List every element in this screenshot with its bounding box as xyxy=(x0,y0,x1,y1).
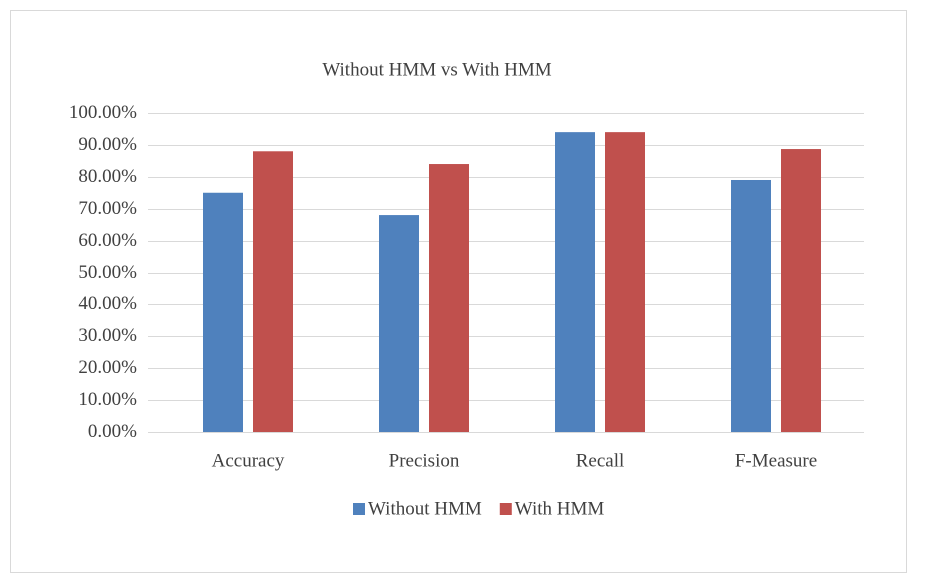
y-tick-label: 60.00% xyxy=(78,230,137,251)
bar xyxy=(781,149,821,432)
y-tick-label: 30.00% xyxy=(78,325,137,346)
bar xyxy=(253,151,293,432)
bar xyxy=(379,215,419,432)
bar xyxy=(429,164,469,433)
x-tick-label: Precision xyxy=(389,450,460,471)
bar xyxy=(605,132,645,432)
y-tick-label: 70.00% xyxy=(78,198,137,219)
bar xyxy=(203,192,243,432)
x-tick-label: Accuracy xyxy=(212,450,285,471)
x-tick-label: F-Measure xyxy=(735,450,817,471)
legend-label: Without HMM xyxy=(368,498,482,519)
legend-swatch xyxy=(499,503,512,515)
y-tick-label: 90.00% xyxy=(78,134,137,155)
x-tick-label: Recall xyxy=(576,450,625,471)
y-tick-label: 20.00% xyxy=(78,357,137,378)
y-tick-label: 40.00% xyxy=(78,293,137,314)
bar xyxy=(555,132,595,432)
legend-swatch xyxy=(353,503,365,515)
y-tick-label: 80.00% xyxy=(78,166,137,187)
y-tick-label: 100.00% xyxy=(69,102,137,123)
y-tick-label: 50.00% xyxy=(78,262,137,283)
y-tick-label: 10.00% xyxy=(78,389,137,410)
legend-label: With HMM xyxy=(515,498,605,519)
bar xyxy=(731,179,771,432)
chart-title: Without HMM vs With HMM xyxy=(322,59,551,80)
y-tick-label: 0.00% xyxy=(88,421,137,442)
